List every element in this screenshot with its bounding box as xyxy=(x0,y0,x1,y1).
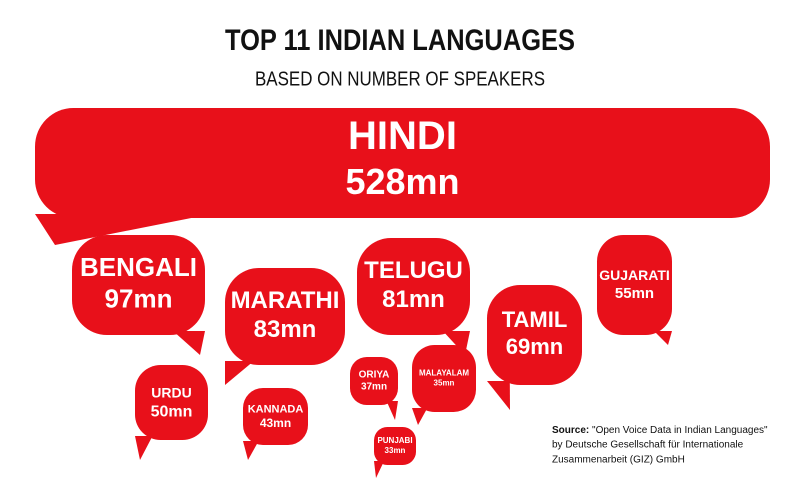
bubble xyxy=(225,268,345,365)
bubble xyxy=(243,388,308,445)
speakers: 43mn xyxy=(260,416,291,430)
bubble-tail xyxy=(487,381,510,410)
bubble xyxy=(35,108,770,218)
bubble-tail xyxy=(225,361,254,385)
language-name: TELUGU xyxy=(364,257,463,284)
bubble-tail xyxy=(654,331,672,345)
language-name: HINDI xyxy=(348,114,457,158)
speakers: 69mn xyxy=(506,334,563,359)
source-line: "Open Voice Data in Indian Languages" xyxy=(592,425,768,436)
language-name: GUJARATI xyxy=(599,267,670,283)
bubble xyxy=(72,235,205,335)
bubble-tail xyxy=(35,214,212,245)
bubble-tail xyxy=(374,461,385,478)
language-name: MARATHI xyxy=(231,287,340,314)
language-name: KANNADA xyxy=(248,404,304,416)
language-name: BENGALI xyxy=(80,252,197,282)
speakers: 97mn xyxy=(105,283,173,313)
bubble-tail xyxy=(243,441,259,460)
bubble xyxy=(487,285,582,385)
bubble xyxy=(412,345,476,412)
source-line: Zusammenarbeit (GIZ) GmbH xyxy=(552,455,685,466)
speakers: 35mn xyxy=(434,378,455,387)
bubble-tail xyxy=(386,401,398,420)
title: TOP 11 INDIAN LANGUAGES xyxy=(225,24,575,57)
bubble-tail xyxy=(412,408,428,425)
source-label: Source: xyxy=(552,425,589,436)
subtitle: BASED ON NUMBER OF SPEAKERS xyxy=(255,68,545,90)
language-name: PUNJABI xyxy=(377,436,412,445)
bubble xyxy=(374,427,416,465)
speakers: 83mn xyxy=(254,316,317,343)
bubble xyxy=(135,365,208,440)
speakers: 37mn xyxy=(361,382,387,393)
bubble-tail xyxy=(135,436,153,460)
language-name: URDU xyxy=(151,385,191,401)
speakers: 55mn xyxy=(615,285,654,302)
speakers: 528mn xyxy=(345,161,459,202)
speakers: 50mn xyxy=(151,403,193,420)
language-name: TAMIL xyxy=(502,307,568,332)
bubble xyxy=(597,235,672,335)
bubble-tail xyxy=(173,331,205,355)
speakers: 33mn xyxy=(385,446,406,455)
source: Source: "Open Voice Data in Indian Langu… xyxy=(552,425,768,436)
source-line: by Deutsche Gesellschaft für Internation… xyxy=(552,440,744,451)
language-name: MALAYALAM xyxy=(419,369,469,378)
bubble xyxy=(357,238,470,335)
speakers: 81mn xyxy=(382,286,445,313)
bubble xyxy=(350,357,398,405)
language-name: ORIYA xyxy=(359,369,390,380)
